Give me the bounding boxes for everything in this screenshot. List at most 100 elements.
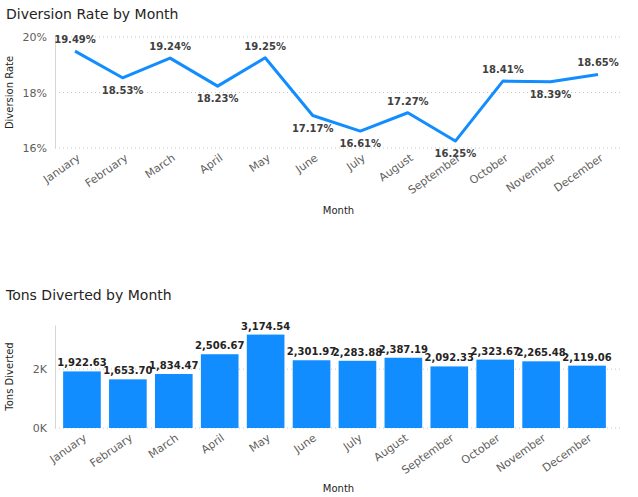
x-tick: July xyxy=(340,428,365,454)
chart-title: Diversion Rate by Month xyxy=(6,6,178,22)
x-axis-title: Month xyxy=(323,483,354,494)
chart-title: Tons Diverted by Month xyxy=(5,287,172,303)
y-tick: 20% xyxy=(23,31,55,44)
chart-line: Diversion Rate by Month 16% 18% 20% JanuaryF… xyxy=(4,6,622,216)
bar xyxy=(201,354,239,428)
plot-area xyxy=(75,51,598,141)
data-label: 2,387.19 xyxy=(379,344,428,355)
x-tick: March xyxy=(143,148,178,181)
data-label: 1,922.63 xyxy=(57,357,106,368)
x-tick: May xyxy=(247,428,273,455)
data-label: 2,119.06 xyxy=(562,352,611,363)
x-tick: December xyxy=(540,428,595,475)
x-axis: JanuaryFebruary March April May June July Augu… xyxy=(47,428,595,477)
y-tick-label: 16% xyxy=(23,142,47,155)
bar xyxy=(476,360,514,428)
x-tick-label: August xyxy=(376,151,416,184)
bar xyxy=(339,361,377,428)
x-axis: JanuaryFebruary March April May June July Augu… xyxy=(40,148,606,197)
bar xyxy=(293,360,331,428)
x-tick-label: November xyxy=(504,151,559,195)
x-tick-label: June xyxy=(291,431,319,456)
data-label: 2,283.88 xyxy=(333,347,382,358)
data-label: 19.49% xyxy=(54,34,96,45)
data-label: 2,301.97 xyxy=(287,346,336,357)
x-tick: June xyxy=(291,428,319,456)
x-tick-label: April xyxy=(199,431,227,456)
x-tick-label: July xyxy=(340,431,365,454)
data-label: 16.25% xyxy=(435,148,477,159)
x-tick-label: April xyxy=(197,151,225,176)
x-tick-label: March xyxy=(143,151,178,181)
data-label: 17.27% xyxy=(387,96,429,107)
x-tick-label: May xyxy=(247,431,273,455)
x-tick-label: May xyxy=(247,151,273,175)
y-axis-line xyxy=(55,326,56,429)
x-tick: February xyxy=(83,148,131,190)
chart-canvas: Diversion Rate by Month16%18%20%JanuaryF… xyxy=(0,0,638,497)
data-label: 2,265.48 xyxy=(516,347,565,358)
y-axis: 0K 2K xyxy=(33,326,56,436)
data-labels: 19.49%18.53%19.24%18.23%19.25%17.17%16.6… xyxy=(54,34,619,159)
x-tick: April xyxy=(199,428,227,456)
grid-line xyxy=(55,37,622,38)
x-tick: September xyxy=(399,428,457,477)
x-tick: March xyxy=(146,428,181,461)
y-tick: 16% xyxy=(23,142,55,155)
bar xyxy=(109,379,147,428)
x-tick: May xyxy=(247,148,273,175)
bar xyxy=(430,366,468,428)
data-label: 1,834.47 xyxy=(149,360,198,371)
line xyxy=(75,51,598,141)
y-tick-label: 18% xyxy=(23,87,47,100)
chart-bar: Tons Diverted by Month 0K 2K JanuaryFebruar… xyxy=(4,287,622,494)
x-tick: June xyxy=(292,148,320,176)
x-tick-label: December xyxy=(540,431,595,475)
data-label: 19.24% xyxy=(149,41,191,52)
x-tick: December xyxy=(551,148,606,195)
x-tick-label: August xyxy=(372,431,412,464)
x-tick: August xyxy=(372,428,412,464)
y-axis: 16% 18% 20% xyxy=(23,31,56,155)
bar xyxy=(522,361,560,428)
x-tick: October xyxy=(459,428,503,467)
data-label: 18.53% xyxy=(102,85,144,96)
y-tick: 2K xyxy=(33,363,55,376)
x-tick: January xyxy=(40,148,83,187)
x-tick-label: July xyxy=(343,151,368,174)
data-label: 1,653.70 xyxy=(103,365,152,376)
data-label: 18.41% xyxy=(482,64,524,75)
x-tick: April xyxy=(197,148,225,176)
x-tick-label: February xyxy=(88,431,136,470)
y-axis-line xyxy=(55,38,56,149)
grid xyxy=(55,37,622,148)
data-label: 2,506.67 xyxy=(195,340,244,351)
x-tick-label: March xyxy=(146,431,181,461)
bar xyxy=(63,371,101,428)
y-axis-title: Tons Diverted xyxy=(4,342,15,411)
data-label: 2,323.67 xyxy=(471,346,520,357)
x-tick: July xyxy=(343,148,368,174)
x-tick-label: January xyxy=(47,431,90,466)
y-tick-label: 2K xyxy=(33,363,48,376)
data-labels: 1,922.631,653.701,834.47 2,506.67 3,174.54… xyxy=(57,321,611,377)
y-tick-label: 0K xyxy=(33,422,48,435)
bar xyxy=(385,358,423,428)
bar xyxy=(247,335,285,428)
data-label: 16.61% xyxy=(339,138,381,149)
x-tick: August xyxy=(376,148,416,184)
x-tick: November xyxy=(494,428,549,475)
x-tick: November xyxy=(504,148,559,195)
x-tick-label: June xyxy=(292,151,320,176)
data-label: 18.39% xyxy=(530,89,572,100)
data-label: 3,174.54 xyxy=(241,321,290,332)
x-tick-label: December xyxy=(551,151,606,195)
x-tick: January xyxy=(47,428,90,467)
x-tick-label: January xyxy=(40,151,83,186)
data-label: 2,092.33 xyxy=(425,352,474,363)
x-axis-title: Month xyxy=(323,205,354,216)
plot-area xyxy=(63,335,606,428)
y-axis-title: Diversion Rate xyxy=(4,56,15,129)
data-label: 18.65% xyxy=(577,57,619,68)
x-tick-label: November xyxy=(494,431,549,475)
